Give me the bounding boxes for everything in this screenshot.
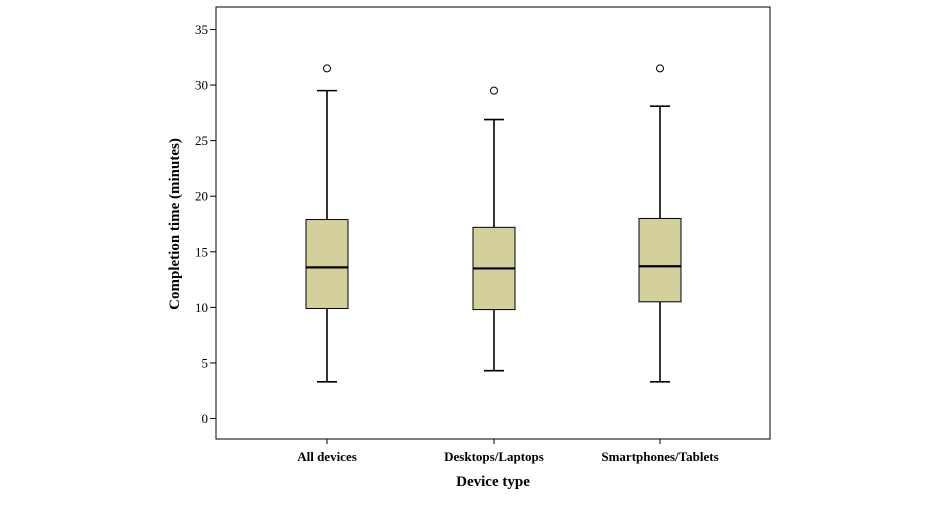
y-tick-label: 30 xyxy=(195,78,208,93)
outlier-point xyxy=(490,86,498,95)
y-axis: 0 5 10 15 20 25 30 35 xyxy=(195,22,216,426)
x-axis-title: Device type xyxy=(456,474,530,490)
y-tick-label: 0 xyxy=(202,411,209,426)
y-tick-label: 20 xyxy=(195,189,208,204)
y-tick-label: 25 xyxy=(195,133,208,148)
x-tick-label: Smartphones/Tablets xyxy=(601,449,718,464)
outlier-point xyxy=(656,64,664,73)
y-axis-title: Completion time (minutes) xyxy=(167,138,183,310)
outlier-point xyxy=(323,64,331,73)
box-group xyxy=(305,64,349,383)
iqr-box xyxy=(638,217,682,303)
y-tick-label: 15 xyxy=(195,244,208,259)
iqr-box xyxy=(305,219,349,309)
x-tick-label: Desktops/Laptops xyxy=(444,449,544,464)
y-tick-label: 35 xyxy=(195,22,208,37)
box-series xyxy=(305,64,682,383)
box-group xyxy=(472,86,516,372)
y-tick-label: 5 xyxy=(202,355,209,370)
plot-frame xyxy=(215,6,771,440)
x-tick-label: All devices xyxy=(297,449,357,464)
box-group xyxy=(638,64,682,383)
y-tick-label: 10 xyxy=(195,300,208,315)
x-axis: All devices Desktops/Laptops Smartphones/T… xyxy=(297,439,719,464)
